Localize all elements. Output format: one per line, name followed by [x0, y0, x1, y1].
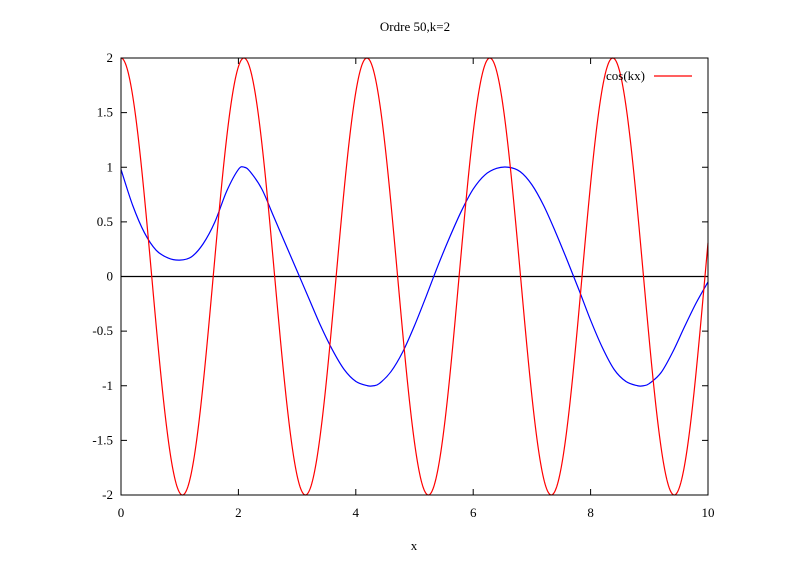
- x-tick-label: 8: [587, 505, 594, 520]
- y-tick-label: -1.5: [92, 432, 113, 447]
- y-tick-label: 0: [107, 269, 114, 284]
- x-tick-label: 10: [702, 505, 715, 520]
- chart-title: Ordre 50,k=2: [380, 19, 450, 34]
- plot-area: [121, 58, 708, 495]
- x-tick-label: 4: [353, 505, 360, 520]
- x-axis-label: x: [411, 538, 418, 553]
- y-tick-label: -2: [102, 487, 113, 502]
- y-tick-label: 1.5: [97, 105, 113, 120]
- y-tick-label: -1: [102, 378, 113, 393]
- legend: cos(kx): [606, 68, 692, 83]
- x-tick-label: 2: [235, 505, 242, 520]
- x-tick-label: 6: [470, 505, 477, 520]
- y-tick-label: 0.5: [97, 214, 113, 229]
- legend-label: cos(kx): [606, 68, 645, 83]
- x-tick-label: 0: [118, 505, 125, 520]
- y-tick-label: 1: [107, 159, 114, 174]
- y-tick-label: -0.5: [92, 323, 113, 338]
- y-tick-label: 2: [107, 50, 114, 65]
